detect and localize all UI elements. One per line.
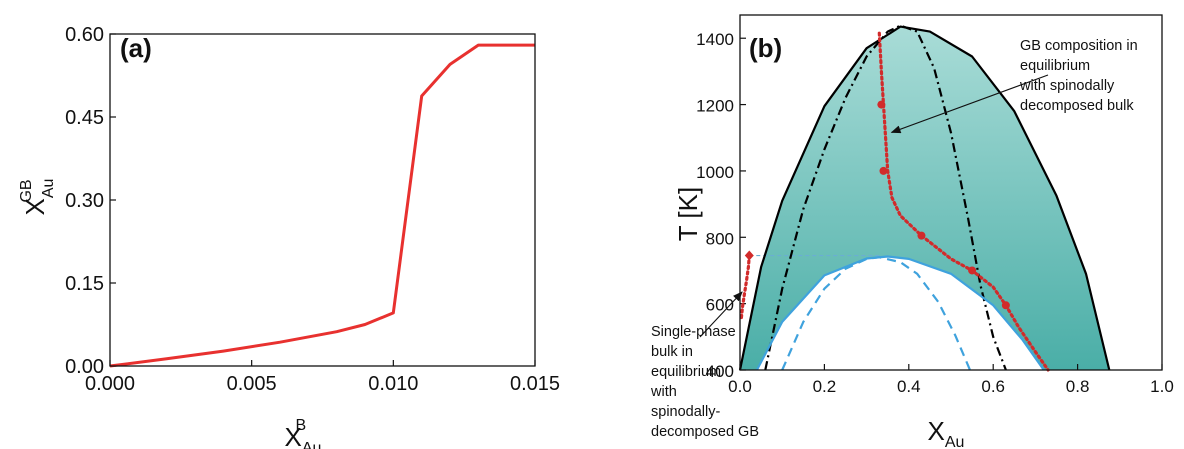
panel-b-label: (b): [749, 33, 782, 63]
data-marker: [877, 100, 886, 109]
annotation-gb-composition-arrow: [890, 74, 1049, 134]
panel-b-plot-frame: [739, 14, 1163, 371]
annotation-gb-composition: GB composition in equilibrium with spino…: [890, 38, 1142, 134]
y-tick-label: 1000: [696, 163, 734, 182]
series-binodal: [738, 25, 1111, 371]
x-tick-label: 0.005: [227, 373, 277, 395]
series-spinodal: [764, 24, 1007, 371]
data-marker: [1001, 301, 1010, 310]
panel-a-y-axis-title: XAuGB: [18, 179, 57, 216]
x-tick-label: 0.010: [368, 373, 418, 395]
series-line-0: [109, 43, 535, 368]
panel-a-series: [109, 43, 535, 368]
y-tick-label: 400: [706, 362, 734, 381]
annotation-single-phase-arrow: [699, 291, 743, 338]
series-gb-composition-single-phase: [739, 253, 751, 321]
x-tick-label: 0.4: [897, 377, 921, 396]
y-tick-label: 0.30: [65, 190, 104, 212]
series-gb-binodal: [755, 255, 1045, 371]
x-tick-label: 1.0: [1150, 377, 1174, 396]
x-tick-label: 0.0: [728, 377, 752, 396]
panel-b-chart: 0.0 0.2 0.4 0.6 0.8 1.0400600800100012001400 …: [650, 14, 1174, 449]
panel-b-y-axis-title: T [K]: [673, 187, 703, 241]
y-tick-label: 0.15: [65, 273, 104, 295]
y-tick-label: 0.45: [65, 107, 104, 129]
panel-b-x-axis-title: XAu: [928, 416, 965, 449]
panel-a-x-axis-title: XAuB: [285, 417, 322, 449]
panel-b-series: [738, 24, 1111, 372]
panel-b-axes: 0.0 0.2 0.4 0.6 0.8 1.0 400 600 800 1000 1200 1400: [696, 30, 1174, 396]
panel-a-chart: 0.000 0.005 0.010 0.015 0.00 0.15 0.30 0.45 0.60…: [18, 24, 560, 449]
series-gb-spinodal: [781, 256, 972, 371]
x-tick-label: 0.2: [813, 377, 837, 396]
panel-a-axes: 0.000 0.005 0.010 0.015 0.00 0.15 0.30 0.45 0.60: [65, 24, 560, 395]
y-tick-label: 600: [706, 296, 734, 315]
x-tick-label: 0.000: [85, 373, 135, 395]
x-tick-label: 0.8: [1066, 377, 1090, 396]
data-marker-diamond: [744, 250, 754, 261]
panel-a-label: (a): [120, 33, 152, 63]
y-tick-label: 1200: [696, 97, 734, 116]
y-tick-label: 0.60: [65, 24, 104, 46]
x-tick-label: 0.6: [981, 377, 1005, 396]
annotation-single-phase: Single-phase bulk in equilibrium with sp…: [650, 291, 759, 440]
data-marker: [879, 166, 888, 175]
y-tick-label: 800: [706, 229, 734, 248]
y-tick-label: 1400: [696, 30, 734, 49]
annotation-gb-composition-text: GB composition in equilibrium with spino…: [1019, 38, 1142, 114]
annotation-single-phase-text: Single-phase bulk in equilibrium with sp…: [650, 324, 759, 440]
x-tick-label: 0.015: [510, 373, 560, 395]
data-marker: [968, 266, 977, 275]
panel-b-markers: [744, 100, 1010, 310]
panel-a-plot-frame: [109, 33, 536, 367]
data-marker: [917, 231, 926, 240]
y-tick-label: 0.00: [65, 356, 104, 378]
